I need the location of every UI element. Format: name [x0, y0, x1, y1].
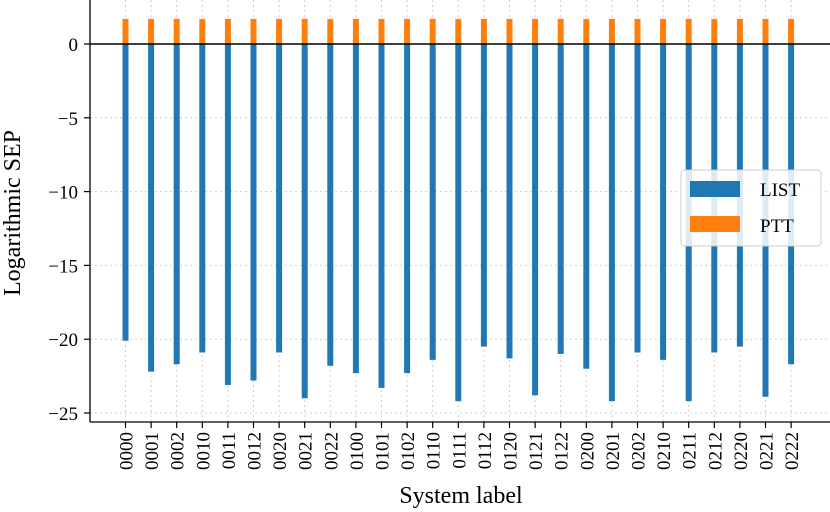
y-tick-label: −20: [48, 330, 78, 351]
x-tick-label: 0122: [552, 432, 573, 470]
x-tick-label: 0002: [168, 432, 189, 470]
bar-ptt-0112: [480, 18, 487, 44]
y-tick-label: −10: [48, 183, 78, 204]
x-axis-title: System label: [399, 483, 523, 509]
bar-ptt-0002: [173, 18, 180, 44]
bar-list-0002: [173, 44, 180, 365]
bar-list-0001: [148, 44, 155, 372]
bar-list-0120: [506, 44, 513, 359]
bar-list-0201: [608, 44, 615, 402]
bar-list-0210: [660, 44, 667, 360]
x-tick-label: 0211: [680, 432, 701, 469]
bar-ptt-0220: [736, 18, 743, 44]
x-tick-label: 0210: [654, 432, 675, 470]
x-tick-label: 0201: [603, 432, 624, 470]
bar-ptt-0110: [429, 18, 436, 44]
bar-list-0011: [224, 44, 231, 385]
x-tick-label: 0022: [321, 432, 342, 470]
x-tick-label: 0222: [782, 432, 803, 470]
legend-swatch-ptt: [690, 216, 740, 232]
bar-list-0012: [250, 44, 257, 381]
bar-ptt-0101: [378, 18, 385, 44]
bar-ptt-0010: [199, 18, 206, 44]
bar-list-0100: [352, 44, 359, 374]
bar-list-0102: [404, 44, 411, 374]
bar-ptt-0210: [660, 18, 667, 44]
bar-ptt-0221: [762, 18, 769, 44]
bar-list-0112: [480, 44, 487, 347]
y-axis-title: Logarithmic SEP: [0, 130, 26, 296]
x-tick-label: 0220: [731, 432, 752, 470]
x-tick-label: 0112: [475, 432, 496, 469]
x-tick-label: 0102: [398, 432, 419, 470]
bar-ptt-0022: [327, 18, 334, 44]
bar-ptt-0201: [608, 18, 615, 44]
x-tick-label: 0202: [629, 432, 650, 470]
bar-ptt-0020: [276, 18, 283, 44]
x-tick-label: 0111: [449, 432, 470, 469]
x-tick-label: 0100: [347, 432, 368, 470]
x-tick-label: 0200: [577, 432, 598, 470]
bar-ptt-0111: [455, 18, 462, 44]
bar-list-0000: [122, 44, 129, 341]
bar-list-0010: [199, 44, 206, 353]
bar-ptt-0222: [788, 18, 795, 44]
x-tick-label: 0020: [270, 432, 291, 470]
bar-ptt-0011: [224, 18, 231, 44]
x-tick-label: 0101: [373, 432, 394, 470]
y-tick-label: 0: [69, 35, 79, 56]
bar-ptt-0001: [148, 18, 155, 44]
x-tick-label: 0010: [193, 432, 214, 470]
x-tick-label: 0120: [501, 432, 522, 470]
x-tick-label: 0012: [245, 432, 266, 470]
legend-swatch-list: [690, 181, 740, 197]
bar-list-0110: [429, 44, 436, 360]
legend-label-ptt: PTT: [760, 216, 794, 237]
bar-ptt-0202: [634, 18, 641, 44]
x-tick-label: 0001: [142, 432, 163, 470]
bar-ptt-0100: [352, 18, 359, 44]
x-tick-label: 0212: [705, 432, 726, 470]
bar-ptt-0211: [685, 18, 692, 44]
bar-ptt-0000: [122, 18, 129, 44]
bar-ptt-0102: [404, 18, 411, 44]
bar-list-0200: [583, 44, 590, 369]
bar-list-0202: [634, 44, 641, 353]
x-tick-label: 0000: [117, 432, 138, 470]
x-tick-label: 0110: [424, 432, 445, 469]
bar-list-0122: [557, 44, 564, 354]
bar-ptt-0021: [301, 18, 308, 44]
bar-list-0022: [327, 44, 334, 366]
bar-list-0111: [455, 44, 462, 402]
x-tick-label: 0011: [219, 432, 240, 469]
bar-ptt-0122: [557, 18, 564, 44]
bar-list-0121: [532, 44, 539, 396]
legend-label-list: LIST: [760, 180, 801, 201]
bar-list-0020: [276, 44, 283, 353]
bar-ptt-0200: [583, 18, 590, 44]
bar-ptt-0012: [250, 18, 257, 44]
bar-ptt-0121: [532, 18, 539, 44]
x-tick-label: 0121: [526, 432, 547, 470]
x-tick-label: 0021: [296, 432, 317, 470]
bar-ptt-0120: [506, 18, 513, 44]
bar-ptt-0212: [711, 18, 718, 44]
legend: LIST PTT: [680, 169, 822, 247]
bar-list-0021: [301, 44, 308, 399]
y-tick-label: −5: [58, 109, 78, 130]
bar-list-0101: [378, 44, 385, 388]
y-tick-label: −15: [48, 256, 78, 277]
x-tick-label: 0221: [757, 432, 778, 470]
y-tick-label: −25: [48, 404, 78, 425]
